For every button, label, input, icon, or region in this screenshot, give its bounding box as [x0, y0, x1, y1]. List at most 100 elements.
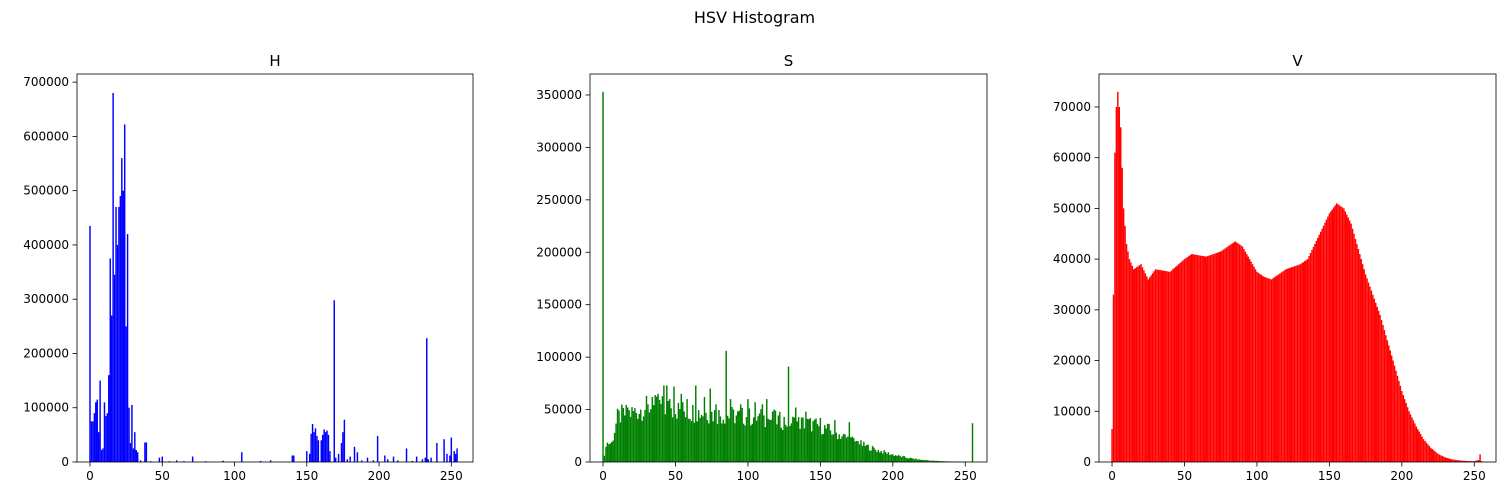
bar: [793, 417, 796, 462]
bar: [838, 434, 840, 462]
bar: [97, 432, 100, 462]
figure-suptitle: HSV Histogram: [693, 8, 816, 27]
x-tick-label: 0: [86, 469, 94, 483]
bar: [1146, 276, 1148, 462]
bar: [929, 460, 932, 462]
bar: [346, 459, 348, 462]
bar: [728, 418, 730, 462]
bar: [1256, 271, 1258, 462]
bar: [241, 452, 243, 462]
bar: [883, 450, 885, 462]
bar: [1209, 255, 1212, 462]
bar: [844, 434, 846, 462]
bar: [644, 409, 646, 462]
x-tick-label: 100: [223, 469, 246, 483]
bar: [802, 417, 804, 462]
bar: [813, 419, 816, 462]
bar: [1199, 255, 1202, 462]
bar: [1248, 259, 1251, 462]
bar: [1337, 204, 1339, 462]
bar: [934, 460, 936, 462]
bar: [871, 445, 874, 462]
bar: [1215, 253, 1218, 462]
bar: [624, 415, 626, 462]
bar: [1285, 269, 1287, 462]
bar: [1379, 314, 1381, 462]
bar: [755, 420, 758, 462]
y-tick-label: 300000: [536, 140, 582, 154]
bar: [183, 461, 185, 462]
bar: [873, 447, 875, 462]
bar: [1198, 255, 1200, 462]
bar: [674, 414, 677, 462]
bar: [308, 453, 311, 462]
bar: [1411, 417, 1413, 462]
bar: [884, 452, 887, 462]
bar: [376, 435, 379, 462]
bar: [1202, 256, 1205, 462]
bar: [1350, 223, 1352, 462]
bar: [779, 411, 781, 462]
bar: [739, 404, 742, 462]
bar: [1357, 248, 1360, 462]
bar: [903, 456, 906, 462]
bar: [1453, 459, 1455, 462]
bar: [1412, 420, 1415, 462]
x-tick-label: 100: [1245, 469, 1268, 483]
bar: [1301, 263, 1303, 462]
bar: [747, 399, 749, 462]
bar: [366, 457, 369, 462]
bar: [661, 396, 664, 462]
bar: [1221, 250, 1223, 462]
bar: [638, 413, 640, 462]
bar: [1154, 269, 1157, 462]
bar: [616, 408, 619, 462]
bar: [886, 453, 888, 462]
bar: [415, 456, 418, 462]
bar: [683, 411, 685, 462]
bar: [311, 424, 314, 462]
bar: [405, 448, 408, 462]
bar: [1214, 253, 1216, 462]
bar: [456, 448, 458, 462]
bar: [1470, 461, 1473, 462]
bar: [1188, 256, 1190, 462]
bar: [825, 428, 827, 462]
bar: [1156, 269, 1158, 462]
bar: [1417, 429, 1419, 462]
bar: [839, 438, 842, 462]
bar: [926, 460, 929, 462]
bar: [889, 455, 891, 462]
bar: [1356, 243, 1358, 462]
bar: [443, 439, 445, 462]
bar: [1177, 264, 1180, 462]
bar: [670, 408, 672, 462]
bar: [837, 439, 839, 462]
bar: [1114, 152, 1116, 463]
bar: [932, 460, 935, 462]
bar: [618, 410, 620, 462]
bar: [841, 436, 843, 462]
bar: [716, 424, 719, 462]
bar: [1390, 355, 1393, 462]
bar: [145, 442, 148, 462]
bar: [750, 425, 752, 462]
y-tick-label: 300000: [23, 292, 69, 306]
bar: [928, 460, 930, 462]
bar: [1264, 277, 1267, 462]
bar: [1335, 203, 1338, 462]
bar: [790, 423, 793, 462]
bar: [918, 459, 920, 462]
bar: [890, 454, 893, 462]
bar: [1430, 447, 1432, 462]
bar: [1166, 271, 1168, 462]
bar: [702, 416, 704, 462]
bar: [732, 409, 735, 462]
bar: [1340, 206, 1342, 462]
bar: [1118, 106, 1121, 462]
bar: [427, 459, 429, 462]
bar: [792, 416, 794, 462]
bar: [855, 440, 858, 462]
bar: [1205, 256, 1207, 462]
